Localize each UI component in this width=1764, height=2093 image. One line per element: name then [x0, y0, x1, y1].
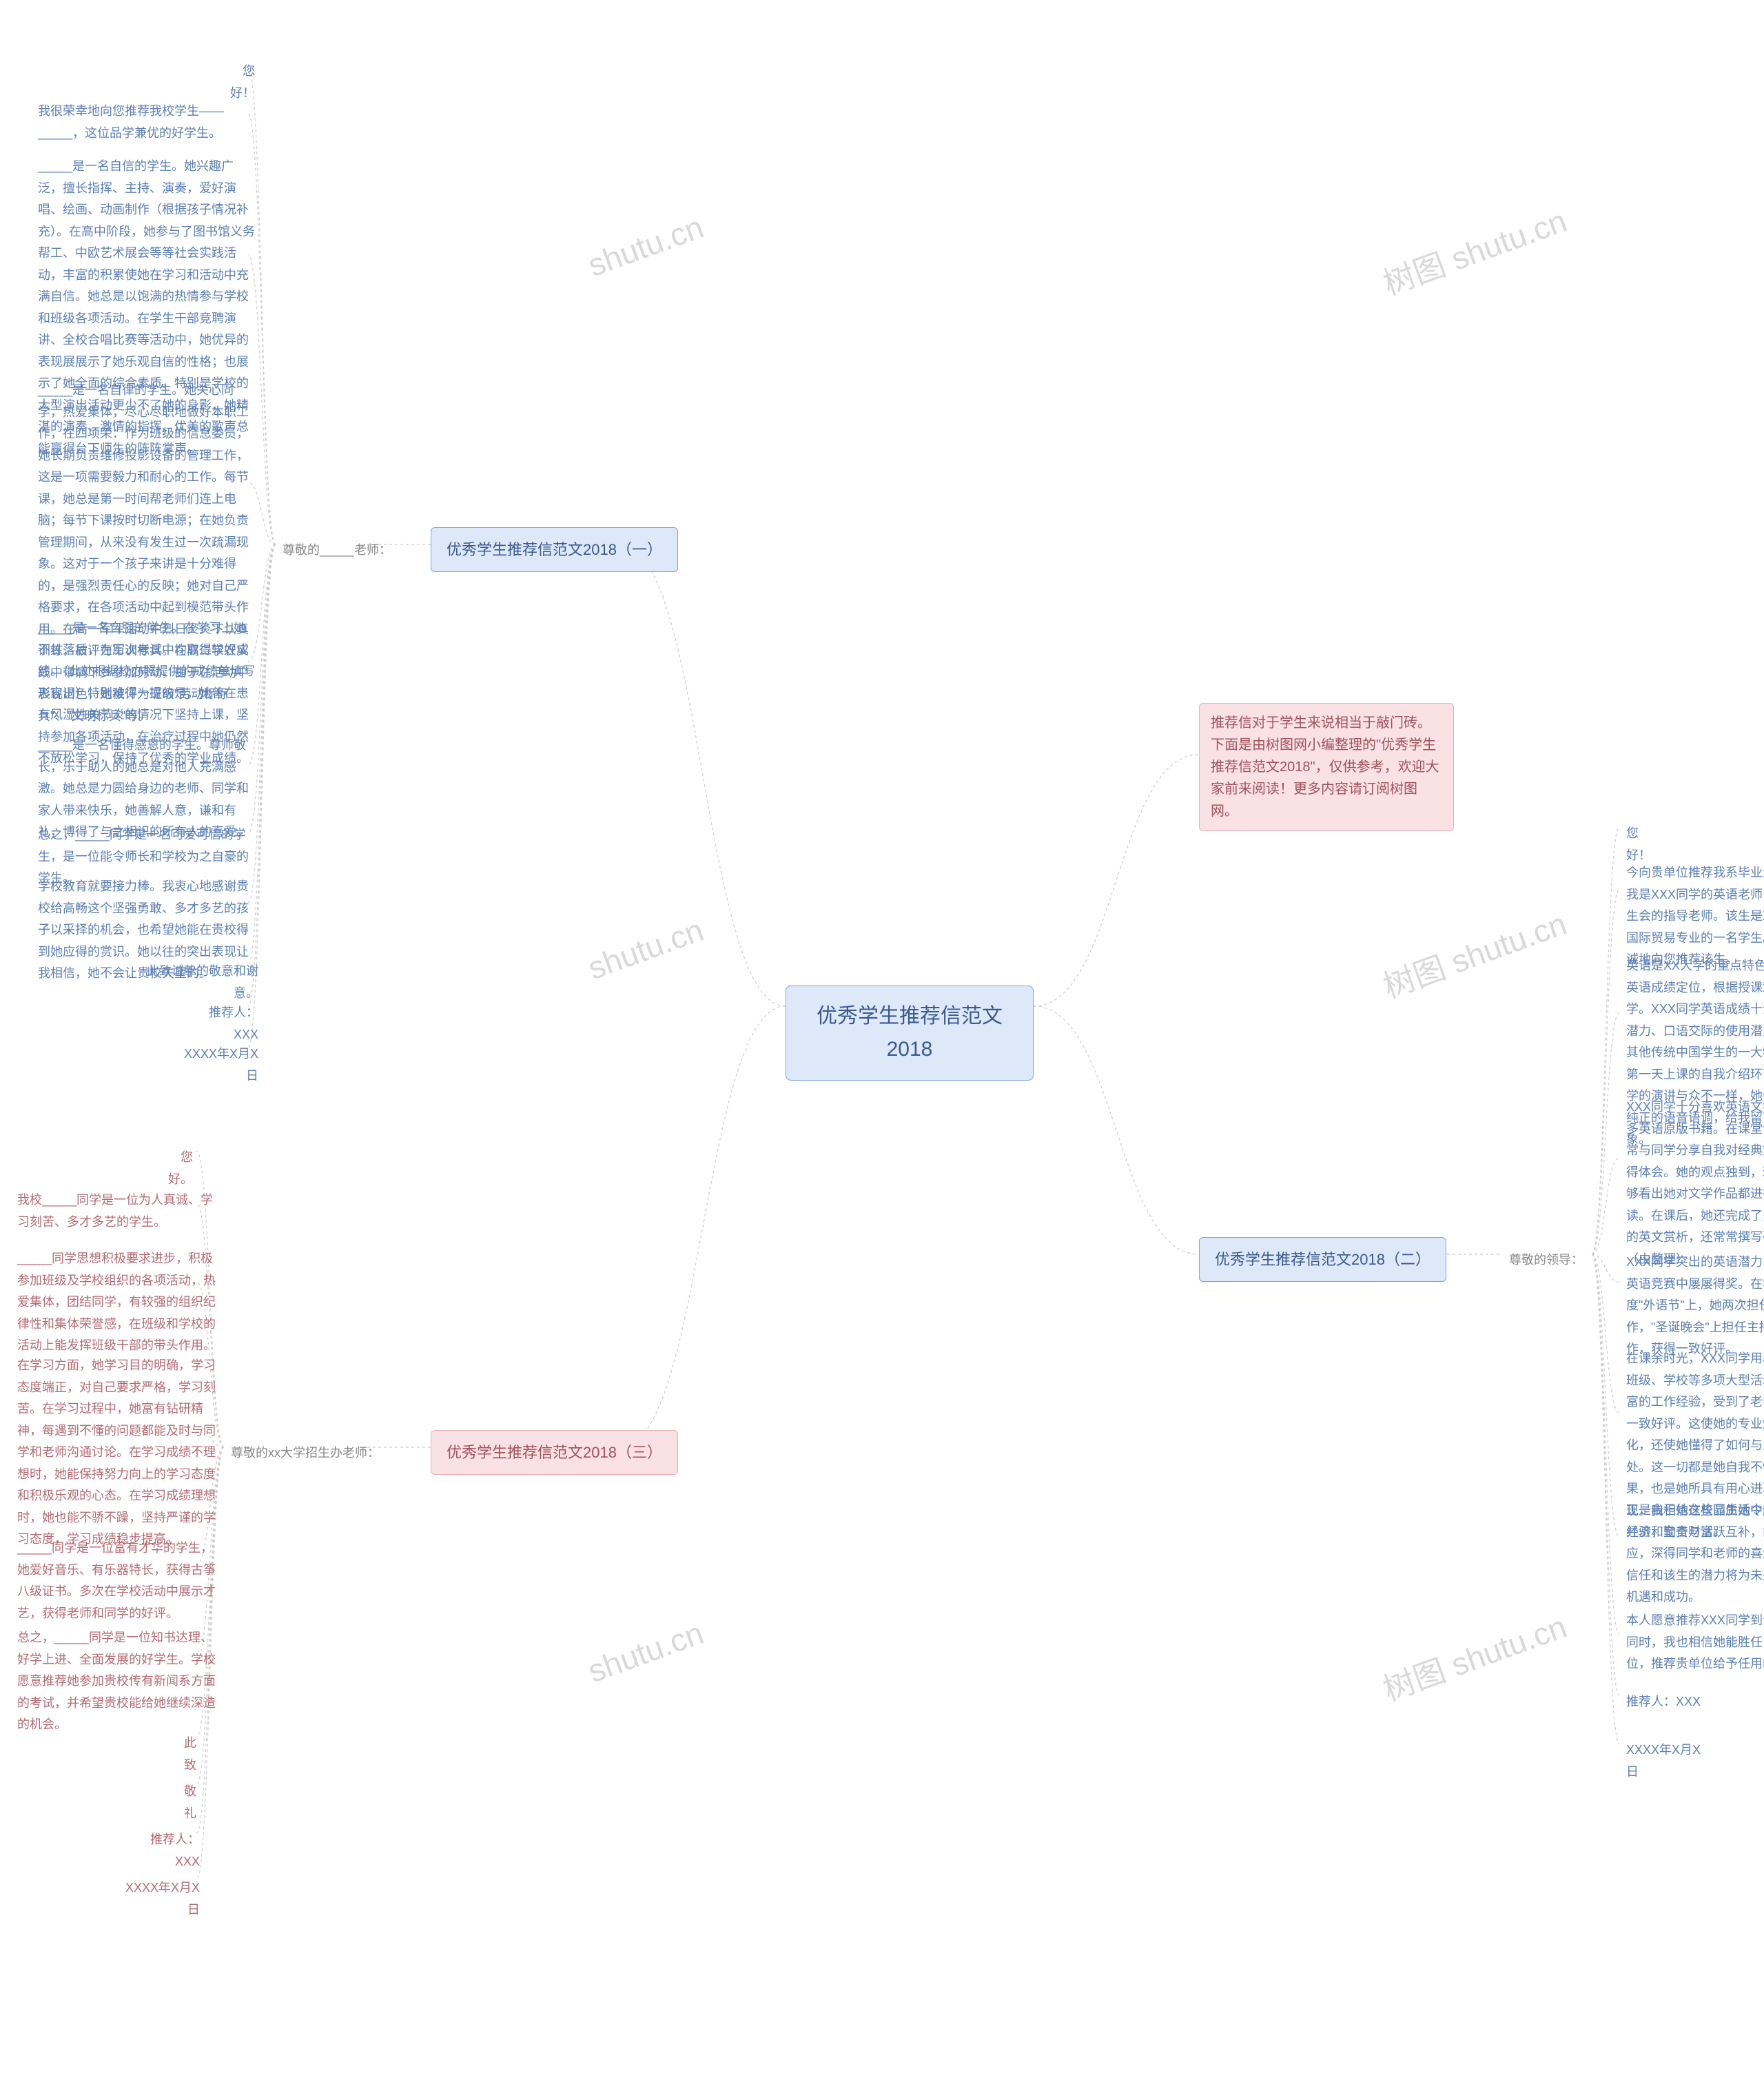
sec3-p3: 在学习方面，她学习目的明确，学习态度端正，对自己要求严格，学习刻苦。在学习过程中… — [10, 1351, 231, 1555]
watermark: 树图 shutu.cn — [1376, 899, 1572, 1007]
watermark: 树图 shutu.cn — [1376, 1602, 1572, 1710]
intro-box: 推荐信对于学生来说相当于敲门砖。下面是由树图网小编整理的"优秀学生推荐信范文20… — [1199, 703, 1454, 831]
sec2-date: XXXX年X月X日 — [1619, 1735, 1716, 1787]
watermark: shutu.cn — [583, 911, 708, 987]
sec2-title: 优秀学生推荐信范文2018（二） — [1199, 1237, 1446, 1282]
watermark: shutu.cn — [583, 1614, 708, 1690]
watermark: shutu.cn — [583, 208, 708, 284]
sec3-closing1: 此致 — [169, 1728, 203, 1780]
sec3-p5: 总之，_____同学是一位知书达理、好学上进、全面发展的好学生。学校愿意推荐她参… — [10, 1623, 231, 1740]
sec3-closing2: 敬礼 — [169, 1777, 203, 1828]
sec3-title: 优秀学生推荐信范文2018（三） — [431, 1430, 678, 1475]
watermark: 树图 shutu.cn — [1376, 196, 1572, 304]
sec2-greet-addr: 尊敬的领导： — [1502, 1247, 1590, 1273]
sec3-date: XXXX年X月X日 — [117, 1873, 207, 1925]
sec3-p1: 我校_____同学是一位为人真诚、学习刻苦、多才多艺的学生。 — [10, 1185, 231, 1237]
sec1-greet-addr: 尊敬的_____老师： — [276, 538, 398, 563]
sec3-p2: _____同学思想积极要求进步，积极参加班级及学校组织的各项活动，热爱集体，团结… — [10, 1244, 231, 1361]
sec1-p1: 我很荣幸地向您推荐我校学生——_____，这位品学兼优的好学生。 — [31, 96, 262, 148]
sec2-p6: 正是由于她在校园生活中的广度与深度并济，勤奋与活跃互补，能够一呼百应，深得同学和… — [1619, 1495, 1764, 1613]
sec1-date: XXXX年X月X日 — [176, 1039, 265, 1091]
sec2-p7: 本人愿意推荐XXX同学到贵单位工作，同时，我也相信她能胜任以后的工作岗位，推荐贵… — [1619, 1606, 1764, 1679]
sec3-greet-addr: 尊敬的xx大学招生办老师： — [224, 1440, 387, 1466]
root-node: 优秀学生推荐信范文2018 — [786, 986, 1034, 1081]
sec1-title: 优秀学生推荐信范文2018（一） — [431, 527, 678, 572]
sec3-signer: 推荐人：XXX — [124, 1825, 207, 1877]
sec2-signer: 推荐人：XXX — [1619, 1687, 1709, 1717]
sec3-p4: _____同学是一位富有才华的学生，她爱好音乐、有乐器特长，获得古筝八级证书。多… — [10, 1533, 231, 1629]
